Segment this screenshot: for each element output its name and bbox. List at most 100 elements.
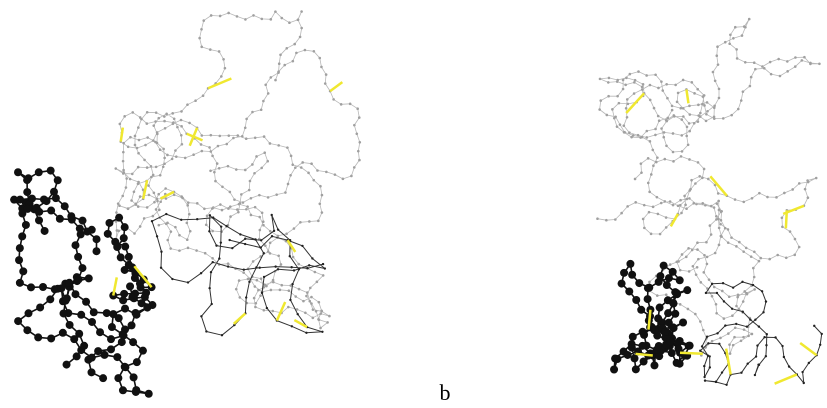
highlight-trace-atom [96,328,105,337]
gray-trace-atom [605,113,609,117]
gray-trace-atom [289,284,293,287]
gray-trace-atom [203,251,207,255]
gray-trace-atom [691,264,695,268]
gray-trace-atom [697,103,700,107]
thin-trace-atom [196,217,199,221]
highlight-trace-atom [140,293,149,302]
thin-trace-atom [707,342,710,345]
highlight-trace-atom [92,235,101,244]
gray-trace-atom [733,326,737,330]
gray-trace-atom [693,92,696,95]
gray-trace-atom [723,226,727,230]
gray-trace-atom [201,94,205,98]
highlight-trace-atom [635,279,644,288]
highlight-trace-atom [88,317,97,326]
highlight-trace-atom [148,301,157,310]
gray-trace-atom [641,217,645,221]
highlight-trace-atom [617,279,626,288]
highlight-trace-atom [102,309,111,318]
gray-trace-atom [728,343,731,346]
gray-trace-atom [152,139,155,142]
highlight-trace-atom [49,187,58,196]
gray-trace-atom [211,207,214,210]
gray-trace-atom [684,255,688,259]
gray-trace-atom [664,293,668,296]
gray-trace-atom [350,174,353,178]
gray-trace-atom [712,115,716,119]
highlight-trace-atom [135,279,144,288]
gray-trace-atom [742,250,745,253]
gray-trace-atom [636,133,640,137]
highlight-trace-atom [138,346,147,355]
highlight-trace-atom [15,278,24,287]
highlight-trace-atom [23,204,32,213]
gray-trace-atom [685,197,689,201]
thin-trace-atom [243,242,247,246]
gray-trace-atom [633,78,637,82]
thin-trace-atom [323,267,327,270]
gray-trace-atom [712,206,716,209]
gray-trace-atom [158,208,161,212]
highlight-trace-atom [626,259,635,268]
gray-trace-atom [287,305,290,309]
highlight-trace-atom [655,303,664,312]
thin-trace-atom [291,282,294,286]
gray-trace-atom [171,122,175,126]
gray-trace-atom [170,157,174,161]
disulfide-bond [159,190,175,200]
gray-trace-atom [216,144,220,148]
gray-trace-atom [229,215,232,218]
gray-trace-atom [735,245,738,248]
gray-trace-atom [648,140,652,143]
gray-trace-atom [624,106,628,110]
gray-trace-atom [680,150,684,153]
gray-trace-atom [116,202,120,205]
highlight-trace-atom [662,281,671,290]
highlight-trace-atom [19,267,28,276]
gray-trace-atom [688,113,692,116]
gray-trace-atom [715,214,718,218]
highlight-trace-atom [39,283,48,292]
gray-trace-atom [357,116,361,119]
thin-trace-atom [745,325,749,328]
gray-trace-atom [297,262,300,266]
gray-trace-atom [683,194,686,198]
traces [10,10,823,398]
gray-trace-atom [624,83,627,87]
gray-trace-atom [705,262,709,266]
gray-trace-atom [743,60,747,64]
highlight-trace-atom [129,373,138,382]
gray-trace-atom [645,136,649,139]
gray-trace-atom [749,75,753,79]
gray-trace-atom [169,247,172,250]
gray-trace-atom [195,249,198,252]
gray-trace-atom [156,132,159,136]
gray-trace-atom [149,164,153,168]
thin-trace-atom [288,255,291,258]
gray-trace-atom [308,220,311,223]
thin-trace-atom [735,322,738,326]
thin-trace-atom [716,332,719,335]
gray-trace-atom [294,295,298,298]
thin-trace-atom [255,266,258,269]
gray-trace-atom [620,211,623,215]
thin-trace-atom [321,262,325,266]
gray-trace-atom [752,266,755,270]
highlight-trace-atom [87,353,96,362]
gray-trace-atom [260,17,264,21]
highlight-trace-atom [103,229,112,238]
gray-trace-atom [731,314,734,318]
gray-trace-atom [742,335,745,339]
disulfide-bond [186,132,204,142]
gray-trace [115,11,361,241]
gray-trace-atom [672,160,675,163]
gray-trace-atom [598,77,602,81]
disulfide-bond [133,265,153,288]
gray-trace-atom [243,126,247,130]
gray-trace-atom [670,104,674,108]
gray-trace-atom [679,106,683,110]
highlight-trace-atom [126,282,135,291]
highlight-trace-atom [674,344,683,353]
gray-trace-atom [797,182,801,185]
highlight-trace-atom [667,349,676,358]
